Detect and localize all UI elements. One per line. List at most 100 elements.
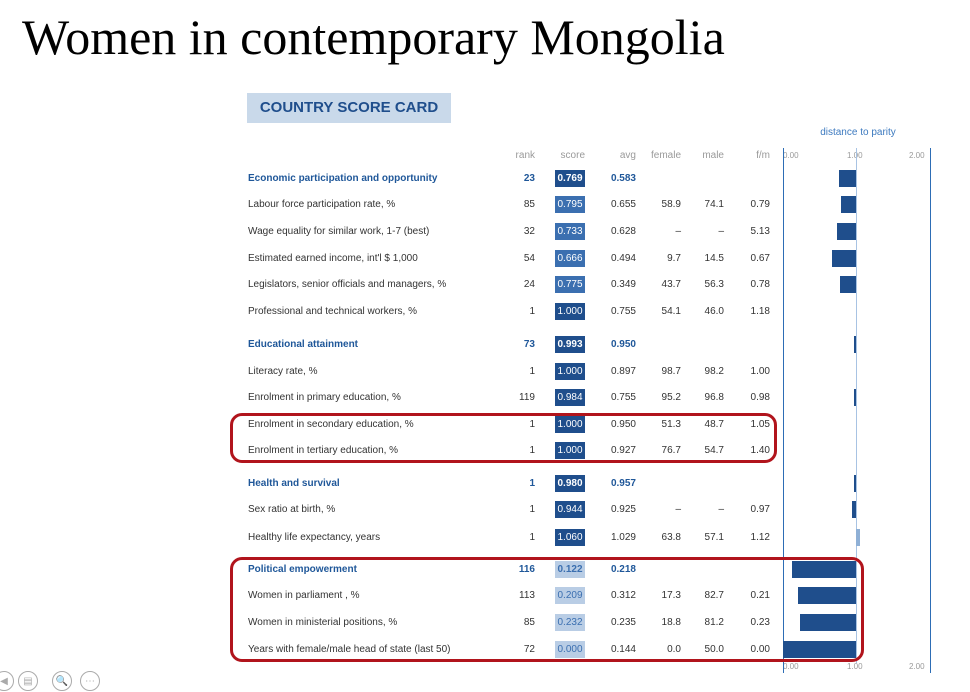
parity-bar [839, 276, 856, 293]
axis-tick-top-2: 2.00 [909, 151, 925, 160]
row-label: Legislators, senior officials and manage… [248, 279, 447, 290]
male-value: 81.2 [704, 617, 724, 628]
fm-ratio-value: 5.13 [750, 226, 770, 237]
row-label: Estimated earned income, int'l $ 1,000 [248, 253, 418, 264]
category-row: Political empowerment 116 0.218 0.122 [0, 557, 970, 583]
fm-ratio-value: 1.05 [750, 419, 770, 430]
female-value: 51.3 [661, 419, 681, 430]
axis-line-right [930, 148, 931, 673]
rank-value: 54 [523, 253, 535, 264]
header-score: score [560, 150, 585, 161]
row-label: Health and survival [248, 478, 340, 489]
avg-value: 0.755 [610, 306, 636, 317]
highlight-box-enrolment [230, 413, 777, 463]
table-row: Enrolment in secondary education, % 1 0.95… [0, 412, 970, 438]
score-value: 0.769 [555, 170, 585, 187]
axis-tick-bottom-1: 1.00 [847, 662, 863, 671]
row-label: Enrolment in primary education, % [248, 392, 401, 403]
score-value: 1.060 [555, 529, 585, 546]
parity-bar [841, 196, 856, 213]
score-value: 0.993 [555, 336, 585, 353]
parity-bar [854, 475, 856, 492]
parity-line [856, 148, 857, 663]
rank-value: 32 [523, 226, 535, 237]
axis-tick-bottom-2: 2.00 [909, 662, 925, 671]
highlight-box-political [230, 557, 864, 662]
fm-ratio-value: 0.67 [750, 253, 770, 264]
score-value: 1.000 [555, 442, 585, 459]
rank-value: 72 [523, 644, 535, 655]
score-card-badge: COUNTRY SCORE CARD [247, 93, 451, 123]
row-label: Women in parliament , % [248, 590, 360, 601]
score-value: 0.122 [555, 561, 585, 578]
more-options-button[interactable]: ⋯ [80, 671, 100, 691]
female-value: 63.8 [661, 532, 681, 543]
rank-value: 24 [523, 279, 535, 290]
notes-button[interactable]: ▤ [18, 671, 38, 691]
female-value: 98.7 [661, 366, 681, 377]
header-fm: f/m [756, 150, 770, 161]
slide-title: Women in contemporary Mongolia [22, 9, 725, 65]
table-row: Labour force participation rate, % 85 0.65… [0, 192, 970, 218]
axis-tick-bottom-0: 0.00 [783, 662, 799, 671]
row-label: Healthy life expectancy, years [248, 532, 381, 543]
zoom-button[interactable]: 🔍 [52, 671, 72, 691]
score-value: 1.000 [555, 416, 585, 433]
table-row: Wage equality for similar work, 1-7 (bes… [0, 219, 970, 245]
score-value: 0.209 [555, 587, 585, 604]
avg-value: 0.897 [610, 366, 636, 377]
table-row: Healthy life expectancy, years 1 1.029 63.8… [0, 525, 970, 551]
male-value: 48.7 [704, 419, 724, 430]
male-value: 50.0 [704, 644, 724, 655]
female-value: 76.7 [661, 445, 681, 456]
parity-bar [851, 501, 856, 518]
male-value: – [718, 226, 724, 237]
score-value: 0.666 [555, 250, 585, 267]
prev-slide-button[interactable]: ◀ [0, 671, 14, 691]
rank-value: 1 [529, 504, 535, 515]
fm-ratio-value: 1.40 [750, 445, 770, 456]
row-label: Wage equality for similar work, 1-7 (bes… [248, 226, 430, 237]
row-label: Women in ministerial positions, % [248, 617, 398, 628]
parity-bar [854, 389, 856, 406]
male-value: 98.2 [704, 366, 724, 377]
rank-value: 119 [519, 392, 535, 403]
avg-value: 0.950 [610, 339, 636, 350]
table-row: Women in parliament , % 113 0.312 17.3 82.7 0… [0, 583, 970, 609]
avg-value: 1.029 [610, 532, 636, 543]
row-label: Enrolment in secondary education, % [248, 419, 414, 430]
category-row: Educational attainment 73 0.950 0.993 [0, 332, 970, 358]
score-value: 1.000 [555, 363, 585, 380]
avg-value: 0.655 [610, 199, 636, 210]
row-label: Professional and technical workers, % [248, 306, 417, 317]
female-value: – [675, 226, 681, 237]
distance-to-parity-label: distance to parity [820, 127, 896, 138]
rank-value: 113 [519, 590, 535, 601]
avg-value: 0.950 [610, 419, 636, 430]
female-value: 18.8 [661, 617, 681, 628]
female-value: 0.0 [667, 644, 681, 655]
fm-ratio-value: 0.78 [750, 279, 770, 290]
male-value: 54.7 [704, 445, 724, 456]
row-label: Sex ratio at birth, % [248, 504, 336, 515]
header-female: female [650, 150, 681, 161]
female-value: 17.3 [661, 590, 681, 601]
fm-ratio-value: 1.12 [750, 532, 770, 543]
fm-ratio-value: 1.00 [750, 366, 770, 377]
table-row: Years with female/male head of state (la… [0, 637, 970, 663]
score-value: 0.984 [555, 389, 585, 406]
fm-ratio-value: 1.18 [750, 306, 770, 317]
table-row: Estimated earned income, int'l $ 1,000 54… [0, 246, 970, 272]
avg-value: 0.957 [610, 478, 636, 489]
female-value: 54.1 [661, 306, 681, 317]
header-male: male [702, 150, 724, 161]
male-value: 82.7 [704, 590, 724, 601]
row-label: Political empowerment [248, 564, 357, 575]
rank-value: 23 [523, 173, 535, 184]
avg-value: 0.144 [610, 644, 636, 655]
fm-ratio-value: 0.23 [750, 617, 770, 628]
parity-bar [839, 170, 856, 187]
axis-tick-top-1: 1.00 [847, 151, 863, 160]
male-value: 74.1 [704, 199, 724, 210]
parity-bar [831, 250, 856, 267]
